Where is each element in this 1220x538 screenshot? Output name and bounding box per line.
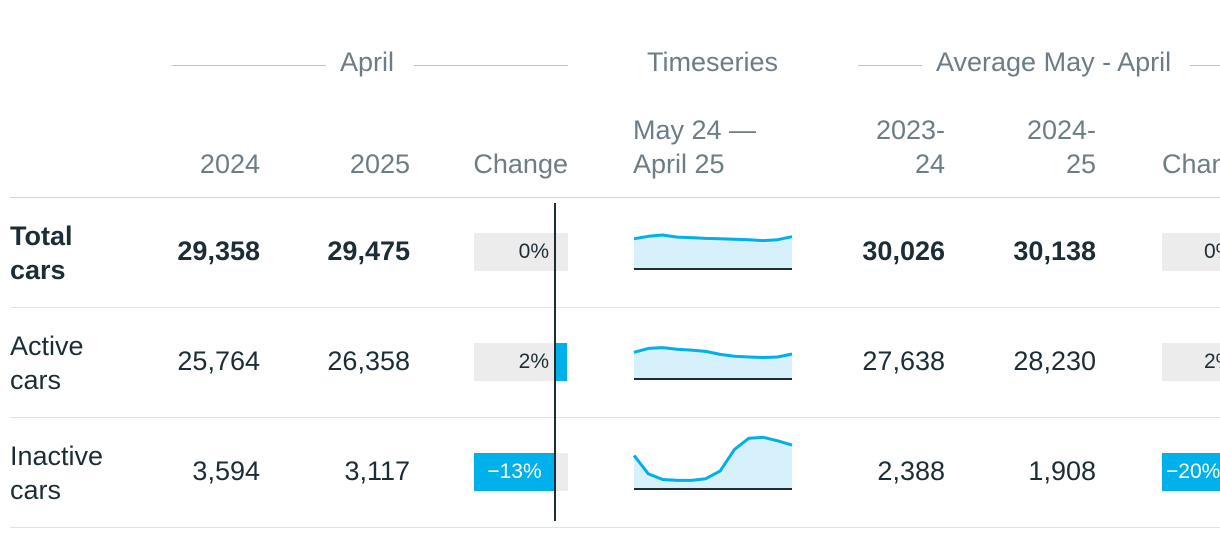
april-2025-value: 29,475 — [327, 236, 410, 266]
row-label-line2: cars — [10, 255, 66, 285]
sparkline — [633, 346, 793, 380]
sparkline-line — [632, 435, 793, 482]
avg-2023-24-value: 27,638 — [862, 346, 945, 376]
row-label: Active cars — [10, 329, 84, 397]
column-header-avg-2023-24: 2023- 24 — [845, 113, 945, 181]
avg-change-value: 2% — [1204, 350, 1220, 373]
column-header-avg-change: Change — [1162, 149, 1220, 179]
sparkline-line — [633, 346, 793, 359]
april-group-label: April — [340, 47, 395, 77]
average-group-label: Average May - April — [936, 47, 1172, 77]
column-header-avg-2023-24-line1: 2023- — [875, 115, 945, 145]
column-header-timeseries: May 24 — April 25 — [633, 113, 756, 181]
row-label: Inactive cars — [10, 439, 103, 507]
avg-change-bar — [1162, 453, 1220, 491]
avg-change-value: 0% — [1204, 240, 1220, 263]
april-group-line-right — [414, 65, 568, 66]
timeseries-group-label: Timeseries — [647, 47, 779, 77]
column-header-timeseries-line1: May 24 — — [633, 115, 757, 145]
average-group-line-left — [858, 65, 922, 66]
row-label-line2: cars — [10, 365, 62, 395]
row-separator — [10, 527, 1220, 528]
column-header-avg-2024-25-line1: 2024- — [1026, 115, 1096, 145]
avg-2023-24-value: 2,388 — [877, 456, 945, 486]
sparkline — [633, 233, 793, 270]
column-header-change: Change — [473, 149, 568, 179]
april-group-line-left — [172, 65, 326, 66]
avg-2024-25-value: 28,230 — [1013, 346, 1096, 376]
april-2024-value: 3,594 — [192, 456, 260, 486]
avg-change-bar-background — [1162, 343, 1220, 381]
average-group-line-right — [1190, 65, 1220, 66]
change-bar — [555, 343, 568, 381]
row-separator — [10, 307, 1220, 308]
sparkline-area — [634, 235, 792, 269]
april-2025-value: 3,117 — [344, 456, 410, 486]
avg-change-bar-background — [1162, 233, 1220, 271]
avg-2023-24-value: 30,026 — [862, 236, 945, 266]
change-bar — [474, 453, 555, 491]
header-separator — [10, 197, 1220, 198]
row-separator — [10, 417, 1220, 418]
column-header-avg-2024-25-line2: 25 — [1065, 149, 1096, 179]
april-2025-value: 26,358 — [327, 346, 410, 376]
sparkline — [632, 435, 793, 490]
row-label-line1: Active — [10, 331, 84, 361]
change-bar-background — [474, 233, 568, 271]
row-label: Total cars — [10, 219, 73, 287]
column-header-avg-2024-25: 2024- 25 — [996, 113, 1096, 181]
column-header-timeseries-line2: April 25 — [633, 149, 725, 179]
avg-change-value: −20% — [1166, 460, 1220, 483]
change-value: 0% — [518, 240, 549, 263]
change-bar-background — [474, 343, 568, 381]
april-2024-value: 29,358 — [177, 236, 260, 266]
sparkline-line — [633, 233, 793, 243]
change-value: 2% — [518, 350, 549, 373]
row-label-line1: Inactive — [10, 441, 104, 471]
column-header-2025: 2025 — [349, 149, 410, 179]
column-header-avg-2023-24-line2: 24 — [914, 149, 945, 179]
change-value: −13% — [487, 460, 542, 483]
column-header-2024: 2024 — [199, 149, 260, 179]
change-zero-axis — [554, 203, 556, 521]
row-label-line1: Total — [10, 221, 73, 251]
sparkline-area — [634, 347, 792, 379]
avg-2024-25-value: 1,908 — [1028, 456, 1096, 486]
avg-2024-25-value: 30,138 — [1013, 236, 1096, 266]
row-label-line2: cars — [10, 475, 62, 505]
april-2024-value: 25,764 — [177, 346, 260, 376]
sparkline-area — [634, 437, 792, 489]
